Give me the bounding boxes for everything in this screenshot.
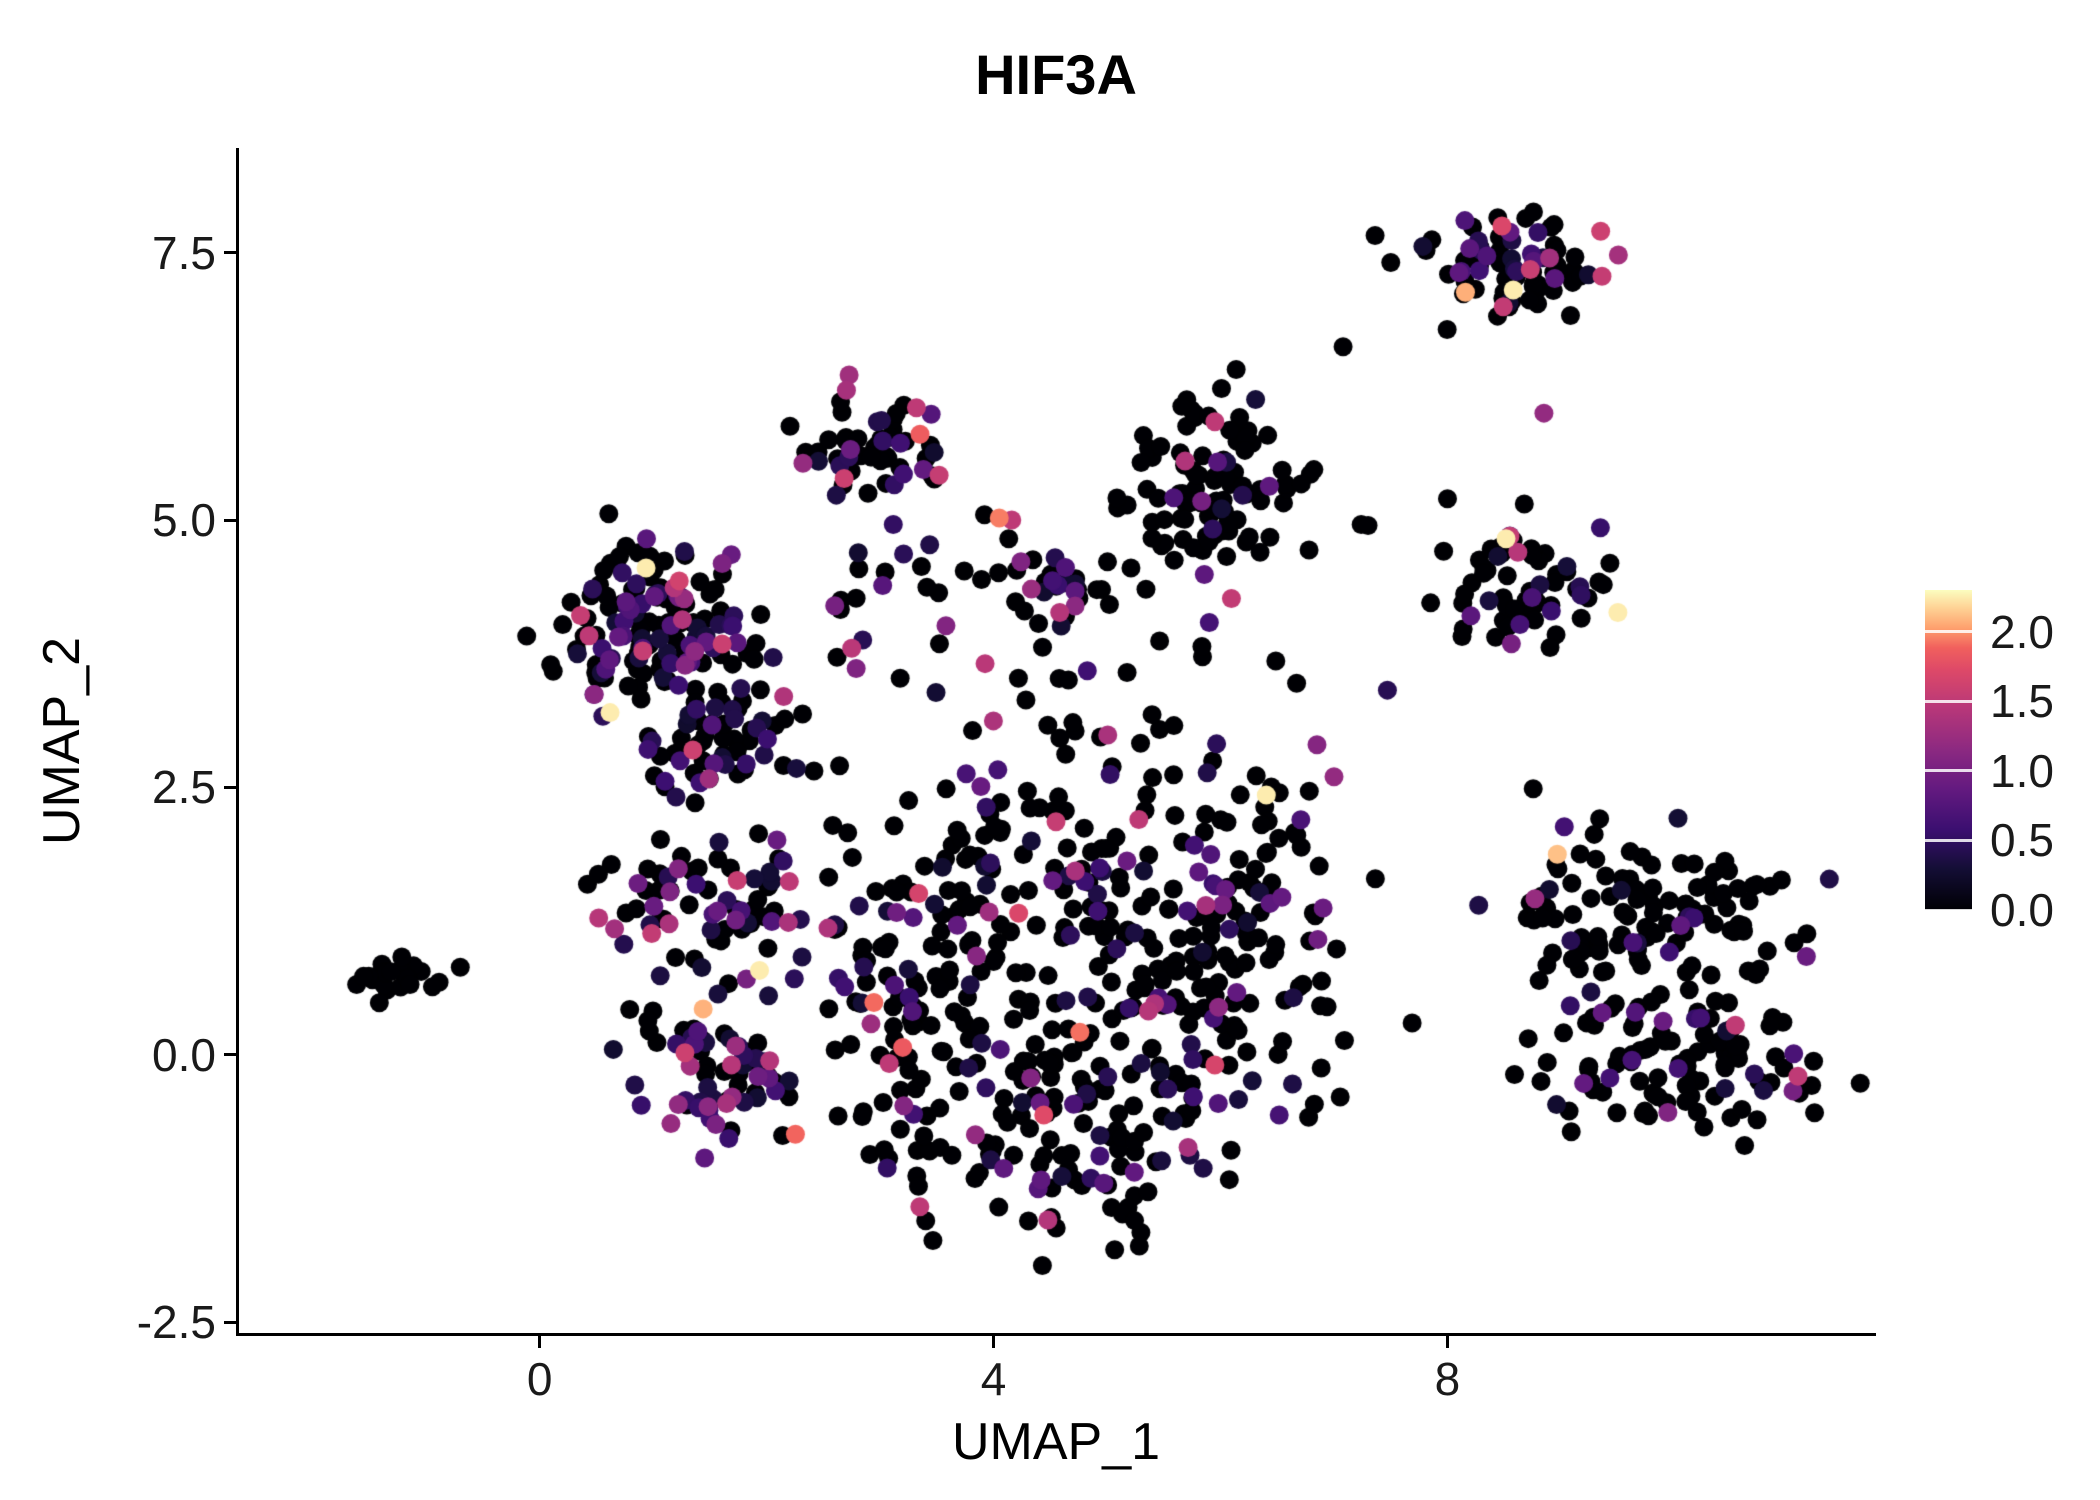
y-tick-label: -2.5 — [136, 1296, 216, 1349]
y-tick-mark — [224, 518, 236, 522]
legend-bar-tick — [1925, 769, 1972, 773]
legend-tick-label: 1.0 — [1990, 744, 2054, 797]
legend-bar-tick — [1925, 908, 1972, 910]
y-tick-label: 5.0 — [152, 494, 216, 547]
x-axis-line — [236, 1333, 1876, 1336]
legend-bar-tick — [1925, 699, 1972, 703]
legend-tick-label: 1.5 — [1990, 675, 2054, 728]
legend-tick-label: 2.0 — [1990, 605, 2054, 658]
x-tick-label: 0 — [526, 1353, 553, 1405]
y-tick-mark — [224, 251, 236, 255]
x-tick-mark — [538, 1336, 542, 1348]
x-tick-label: 8 — [1434, 1353, 1461, 1405]
legend-bar-tick — [1925, 838, 1972, 842]
y-axis-title: UMAP_2 — [33, 636, 91, 846]
y-tick-mark — [224, 1053, 236, 1057]
x-tick-mark — [992, 1336, 996, 1348]
y-tick-mark — [224, 1320, 236, 1324]
x-tick-mark — [1445, 1336, 1449, 1348]
legend-colorbar — [1925, 590, 1972, 910]
y-tick-mark — [224, 785, 236, 789]
y-tick-label: 0.0 — [152, 1028, 216, 1081]
x-axis-title: UMAP_1 — [951, 1413, 1161, 1471]
y-axis-line — [236, 148, 239, 1336]
legend-tick-label: 0.0 — [1990, 884, 2054, 936]
y-tick-label: 7.5 — [152, 226, 216, 279]
chart-title: HIF3A — [975, 43, 1137, 106]
legend-bar-tick — [1925, 630, 1972, 634]
legend-tick-label: 0.5 — [1990, 814, 2054, 867]
y-tick-label: 2.5 — [152, 761, 216, 814]
x-tick-label: 4 — [980, 1353, 1007, 1405]
